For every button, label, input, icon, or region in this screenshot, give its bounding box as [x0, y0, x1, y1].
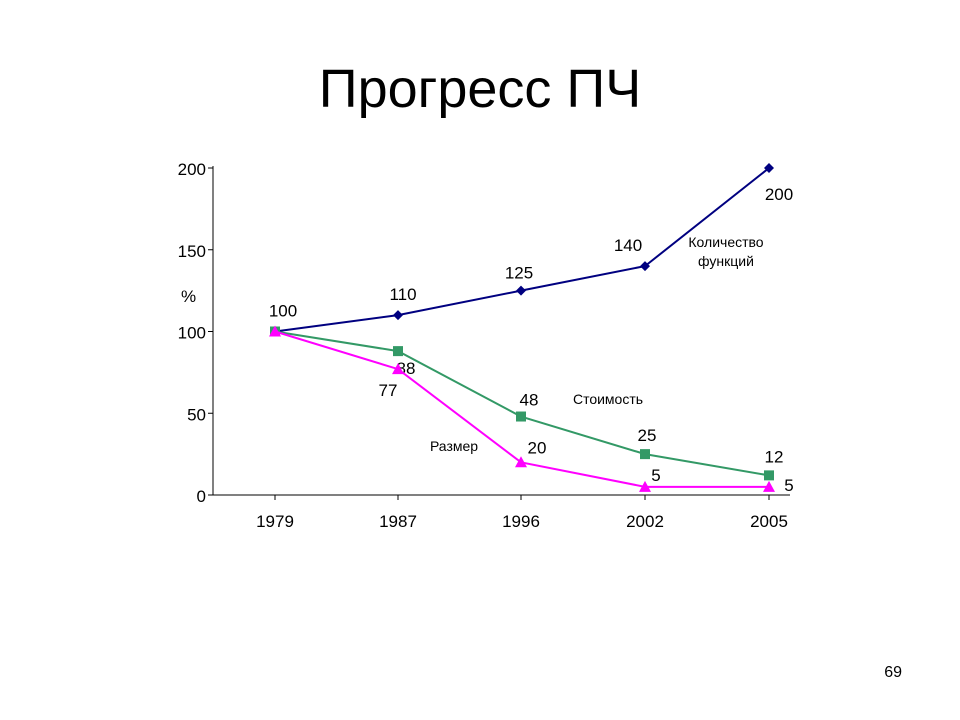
data-point	[393, 310, 403, 321]
data-label: 25	[638, 426, 657, 445]
data-point	[516, 411, 526, 422]
data-point	[763, 480, 775, 492]
y-tick-label: 200	[178, 160, 206, 179]
y-tick-label: 50	[187, 405, 206, 424]
series-label: Количество	[688, 234, 763, 250]
x-tick-label: 2005	[750, 512, 788, 531]
series-label: Размер	[430, 438, 478, 454]
data-point	[516, 285, 526, 296]
slide-title: Прогресс ПЧ	[318, 59, 642, 119]
y-tick-label: 100	[178, 324, 206, 343]
data-label: 125	[505, 264, 533, 283]
data-point	[764, 470, 774, 481]
data-point	[764, 163, 774, 173]
x-tick-label: 1987	[379, 512, 417, 531]
data-label: 5	[784, 476, 793, 495]
data-label: 100	[269, 302, 297, 321]
data-point	[269, 325, 281, 337]
data-point	[640, 449, 650, 460]
y-tick-label: 0	[197, 487, 206, 506]
x-tick-label: 2002	[626, 512, 664, 531]
data-label: 77	[379, 381, 398, 400]
x-tick-label: 1979	[256, 512, 294, 531]
data-point	[515, 456, 527, 468]
data-point	[392, 363, 404, 375]
data-label: 48	[520, 391, 539, 410]
slide-number: 69	[884, 664, 902, 681]
data-label: 20	[528, 438, 547, 457]
data-point	[639, 480, 651, 492]
data-point	[393, 346, 403, 357]
y-tick-label: 150	[178, 242, 206, 261]
data-label: 200	[765, 185, 793, 204]
x-tick-label: 1996	[502, 512, 540, 531]
data-label: 140	[614, 236, 642, 255]
data-label: 5	[651, 466, 660, 485]
data-point	[640, 261, 650, 272]
data-label: 12	[765, 447, 784, 466]
series-label: функций	[698, 253, 754, 269]
series-label: Стоимость	[573, 391, 643, 407]
y-axis-label: %	[181, 287, 196, 306]
data-label: 110	[389, 285, 416, 304]
